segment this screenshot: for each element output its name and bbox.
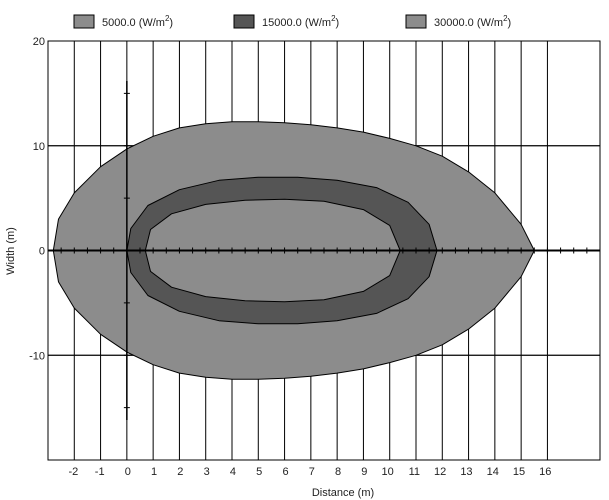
y-tick-label: 10 xyxy=(33,141,45,153)
legend-swatch xyxy=(73,14,95,29)
y-tick-label: 0 xyxy=(39,246,45,258)
x-tick-label: 7 xyxy=(309,466,315,478)
legend-item: 15000.0 (W/m2) xyxy=(233,14,339,29)
legend-swatch xyxy=(233,14,255,29)
x-tick-label: 15 xyxy=(513,466,525,478)
legend-item: 5000.0 (W/m2) xyxy=(73,14,173,29)
x-tick-label: 8 xyxy=(335,466,341,478)
x-tick-label: -1 xyxy=(95,466,105,478)
legend: 5000.0 (W/m2) 15000.0 (W/m2) 30000.0 (W/m2… xyxy=(73,14,511,29)
x-tick-label: 5 xyxy=(256,466,262,478)
legend-swatch xyxy=(405,14,427,29)
x-tick-labels: -2 -1 0 1 2 3 4 5 6 7 8 9 10 11 12 13 14 15 16 xyxy=(69,466,552,478)
x-axis-title: Distance (m) xyxy=(312,487,374,499)
x-tick-label: 14 xyxy=(487,466,499,478)
legend-label: 30000.0 (W/m2) xyxy=(434,14,511,29)
x-tick-label: 11 xyxy=(409,466,420,478)
y-tick-labels: -10 0 10 20 xyxy=(29,36,45,362)
x-tick-label: 0 xyxy=(125,466,131,478)
legend-label: 5000.0 (W/m2) xyxy=(102,14,173,29)
x-tick-label: 13 xyxy=(460,466,472,478)
plot-border xyxy=(47,40,601,461)
x-tick-label: 4 xyxy=(230,466,236,478)
legend-item: 30000.0 (W/m2) xyxy=(405,14,511,29)
y-axis-title: Width (m) xyxy=(5,227,17,275)
x-tick-label: 1 xyxy=(151,466,157,478)
legend-label: 15000.0 (W/m2) xyxy=(262,14,339,29)
x-tick-label: 3 xyxy=(204,466,210,478)
y-tick-label: -10 xyxy=(29,350,45,362)
x-tick-label: 12 xyxy=(434,466,446,478)
plot-area xyxy=(47,40,601,461)
x-tick-label: 10 xyxy=(381,466,393,478)
x-tick-label: 2 xyxy=(177,466,183,478)
x-tick-label: 9 xyxy=(361,466,367,478)
y-tick-label: 20 xyxy=(33,36,45,48)
x-tick-label: 6 xyxy=(282,466,288,478)
x-tick-label: 16 xyxy=(539,466,551,478)
x-tick-label: -2 xyxy=(69,466,79,478)
